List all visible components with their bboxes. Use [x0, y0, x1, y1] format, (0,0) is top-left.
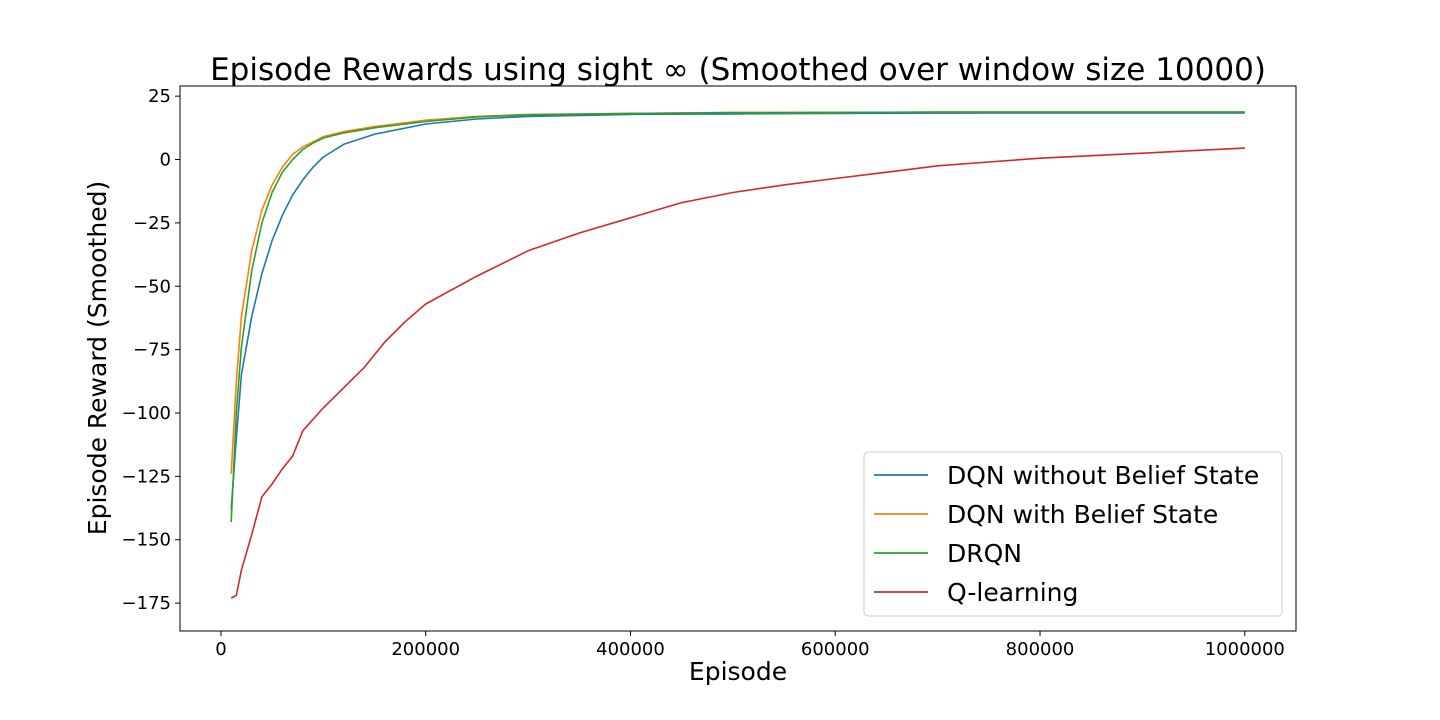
x-axis: 0 200000 400000 600000 800000 1000000 — [215, 631, 1285, 660]
y-axis: −175 −150 −125 −100 −75 −50 −25 0 25 — [122, 86, 180, 614]
y-tick-label: −100 — [122, 403, 171, 424]
x-tick-label: 1000000 — [1205, 639, 1285, 660]
series-line-4 — [230, 147, 1245, 599]
series-line-1 — [230, 112, 1245, 510]
x-tick-label: 600000 — [801, 639, 870, 660]
y-tick-label: −175 — [122, 593, 171, 614]
x-tick-label: 0 — [215, 639, 226, 660]
chart-title: Episode Rewards using sight ∞ (Smoothed … — [210, 52, 1266, 88]
x-tick-label: 400000 — [596, 639, 665, 660]
y-tick-label: −75 — [133, 340, 171, 361]
legend-label: DQN without Belief State — [947, 461, 1259, 490]
legend-label: DRQN — [947, 539, 1022, 568]
y-tick-label: 25 — [148, 86, 171, 107]
series-line-2 — [230, 111, 1245, 474]
legend-label: Q-learning — [947, 578, 1078, 607]
y-tick-label: −150 — [122, 530, 171, 551]
y-tick-label: −25 — [133, 213, 171, 234]
x-tick-label: 800000 — [1006, 639, 1075, 660]
series-line-3 — [230, 111, 1245, 523]
legend-box — [863, 451, 1283, 617]
y-tick-label: −125 — [122, 466, 171, 487]
y-tick-label: 0 — [160, 150, 171, 171]
plot-frame — [179, 85, 1297, 632]
series-layer — [230, 111, 1245, 599]
legend-label: DQN with Belief State — [947, 500, 1218, 529]
y-tick-label: −50 — [133, 276, 171, 297]
legend: DQN without Belief State DQN with Belief … — [863, 451, 1283, 617]
y-axis-label: Episode Reward (Smoothed) — [83, 181, 112, 535]
x-axis-label: Episode — [689, 657, 787, 686]
x-tick-label: 200000 — [391, 639, 460, 660]
